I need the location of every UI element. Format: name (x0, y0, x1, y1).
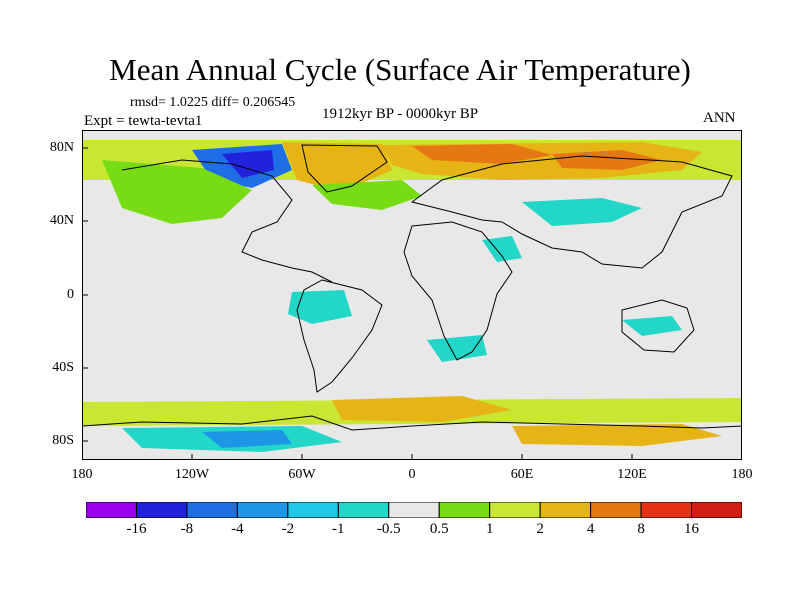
lon-label-4: 60E (510, 467, 534, 482)
greenland-coast (301, 144, 388, 193)
rmsd-diff-stats: rmsd= 1.0225 diff= 0.206545 (130, 95, 296, 110)
lat-label-0: 80N (49, 140, 74, 155)
anomaly-fills (82, 140, 742, 452)
colorbar-label-10: 8 (637, 521, 645, 537)
eurasia-coast (410, 155, 733, 269)
lon-label-3: 0 (408, 467, 416, 482)
arctic-canada-strong-cooling (222, 150, 274, 178)
colorbar-box-9 (539, 502, 592, 518)
colorbar-label-8: 2 (536, 521, 544, 537)
experiment-label: Expt = tewta-tevta1 (84, 113, 203, 129)
north-atlantic-warming (312, 180, 422, 210)
colorbar-label-0: -16 (126, 521, 147, 537)
colorbar-label-5: -0.5 (376, 521, 401, 537)
antarctica-strong-cooling (202, 430, 292, 448)
colorbar-box-1 (135, 502, 188, 518)
antarctica-warming (512, 424, 722, 446)
coastlines (82, 144, 742, 431)
lat-label-1: 40N (49, 213, 74, 228)
arabia-cooling (482, 236, 522, 262)
central-arctic-warming (412, 144, 552, 164)
colorbar-box-10 (590, 502, 642, 518)
lon-label-1: 120W (174, 467, 210, 482)
lat-label-2: 0 (67, 287, 74, 302)
colorbar-box-11 (640, 502, 693, 518)
lat-label-4: 80S (52, 433, 74, 448)
australia-coast (621, 299, 695, 353)
atlantic-cooling (427, 335, 487, 362)
colorbar-box-4 (287, 502, 339, 518)
colorbar-label-7: 1 (485, 521, 494, 537)
southern-ocean-warm-patch (332, 396, 512, 422)
plot-title: Mean Annual Cycle (Surface Air Temperatu… (109, 52, 691, 87)
lon-label-5: 120E (617, 467, 647, 482)
colorbar-box-5 (337, 502, 390, 518)
north-america-warming (102, 160, 252, 224)
colorbar-label-11: 16 (684, 521, 700, 537)
colorbar-label-2: -4 (231, 521, 244, 537)
colorbar-box-2 (186, 502, 238, 518)
east-siberia-warming (552, 150, 662, 170)
north-america-coast (121, 159, 333, 283)
anomaly-map (82, 130, 742, 460)
amazon-cooling (288, 290, 352, 324)
colorbar-box-6 (388, 502, 440, 518)
colorbar (86, 502, 742, 518)
colorbar-label-3: -2 (281, 521, 295, 537)
africa-coast (403, 221, 513, 361)
colorbar-box-3 (236, 502, 289, 518)
australia-cooling (622, 316, 682, 336)
colorbar-label-4: -1 (332, 521, 345, 537)
colorbar-box-8 (489, 502, 541, 518)
antarctica-coast (82, 415, 742, 431)
axis-ticks (82, 147, 633, 460)
colorbar-box-7 (438, 502, 491, 518)
greenland-warming (282, 142, 392, 192)
colorbar-label-1: -8 (180, 521, 194, 537)
colorbar-label-9: 4 (586, 521, 595, 537)
colorbar-box-12 (691, 502, 742, 518)
lon-label-6: 180 (731, 467, 753, 482)
asia-cooling (522, 198, 642, 226)
lon-label-2: 60W (288, 467, 316, 482)
colorbar-label-6: 0.5 (429, 521, 449, 537)
colorbar-box-0 (86, 502, 137, 518)
season-label: ANN (703, 110, 736, 126)
lon-label-0: 180 (71, 467, 93, 482)
period-label: 1912kyr BP - 0000kyr BP (322, 106, 479, 122)
south-america-coast (296, 279, 383, 393)
lat-label-3: 40S (52, 360, 74, 375)
